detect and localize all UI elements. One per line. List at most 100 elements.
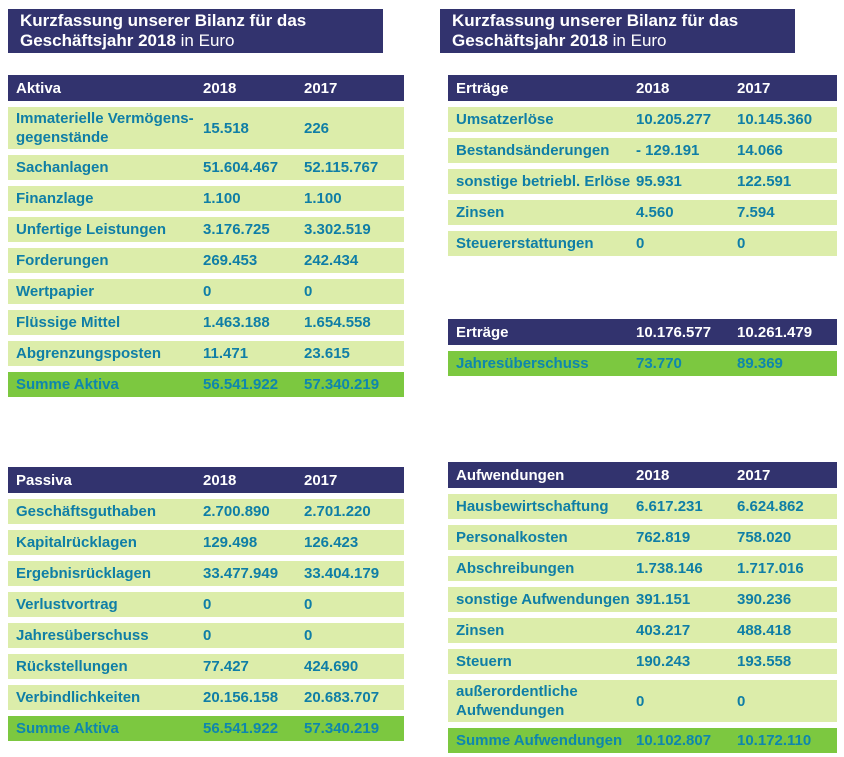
row-label: Unfertige Leistungen <box>16 221 167 238</box>
table-row: Forderungen 269.453 242.434 <box>8 248 404 273</box>
value-2018: 95.931 <box>636 173 682 190</box>
row-label: Bestandsänderungen <box>456 142 610 159</box>
value-2017: 1.717.016 <box>737 560 804 577</box>
row-label: Steuern <box>456 653 512 670</box>
value-2018: 15.518 <box>203 119 249 137</box>
value-2017: 89.369 <box>737 355 783 372</box>
passiva-table: Passiva 2018 2017 Geschäftsguthaben 2.70… <box>8 467 404 741</box>
value-2018: 73.770 <box>636 355 682 372</box>
value-2018: 762.819 <box>636 529 691 546</box>
value-2018: 0 <box>636 235 645 252</box>
table-row: Finanzlage 1.100 1.100 <box>8 186 404 211</box>
column-header-2017: 2017 <box>737 79 771 97</box>
table-row: Sachanlagen 51.604.467 52.115.767 <box>8 155 404 180</box>
table-row: Zinsen 4.560 7.594 <box>448 200 837 225</box>
title-line2: Geschäftsjahr 2018 in Euro <box>452 31 667 50</box>
row-label: Abschreibungen <box>456 560 575 577</box>
value-2018: 56.541.922 <box>203 720 279 737</box>
table-row: Abgrenzungsposten 11.471 23.615 <box>8 341 404 366</box>
column-header-2018: 2018 <box>203 471 237 489</box>
row-label: Forderungen <box>16 252 109 269</box>
value-2017: 33.404.179 <box>304 565 380 582</box>
row-label: sonstige betriebl. Erlöse <box>456 173 631 190</box>
row-label: Sachanlagen <box>16 159 109 176</box>
table-row: Steuern 190.243 193.558 <box>448 649 837 674</box>
value-2017: 10.261.479 <box>737 323 813 341</box>
row-label: Summe Aktiva <box>16 720 119 737</box>
table-row: Steuererstattungen 0 0 <box>448 231 837 256</box>
value-2018: 33.477.949 <box>203 565 279 582</box>
table-row: Flüssige Mittel 1.463.188 1.654.558 <box>8 310 404 335</box>
row-label: Kapitalrücklagen <box>16 534 137 551</box>
value-2018: 10.176.577 <box>636 323 712 341</box>
value-2017: 57.340.219 <box>304 376 380 393</box>
value-2018: 4.560 <box>636 204 674 221</box>
total-row: Summe Aktiva 56.541.922 57.340.219 <box>8 372 404 397</box>
value-2017: 57.340.219 <box>304 720 380 737</box>
table-row: Umsatzerlöse 10.205.277 10.145.360 <box>448 107 837 132</box>
value-2018: 391.151 <box>636 591 691 608</box>
value-2018: 3.176.725 <box>203 221 270 238</box>
row-label: Verlustvortrag <box>16 596 118 613</box>
value-2018: 1.738.146 <box>636 560 703 577</box>
value-2018: 0 <box>636 692 645 710</box>
value-2018: 0 <box>203 283 212 300</box>
row-label: Steuererstattungen <box>456 235 594 252</box>
title-banner-right: Kurzfassung unserer Bilanz für das Gesch… <box>440 9 795 53</box>
value-2018: 11.471 <box>203 345 249 362</box>
column-header-2017: 2017 <box>304 79 338 97</box>
value-2018: - 129.191 <box>636 142 700 159</box>
row-label: Rückstellungen <box>16 658 128 675</box>
value-2017: 0 <box>304 596 313 613</box>
table-row: Wertpapier 0 0 <box>8 279 404 304</box>
value-2018: 1.100 <box>203 190 241 207</box>
total-row: Jahresüberschuss 73.770 89.369 <box>448 351 837 376</box>
row-label: Personalkosten <box>456 529 568 546</box>
value-2018: 0 <box>203 596 212 613</box>
table-row: Bestandsänderungen - 129.191 14.066 <box>448 138 837 163</box>
value-2018: 2.700.890 <box>203 503 270 520</box>
value-2018: 56.541.922 <box>203 376 279 393</box>
right-column: Kurzfassung unserer Bilanz für das Gesch… <box>440 0 837 753</box>
value-2017: 226 <box>304 119 330 137</box>
value-2018: 10.205.277 <box>636 111 712 128</box>
aktiva-table: Aktiva 2018 2017 Immaterielle Vermögens-… <box>8 75 404 397</box>
value-2017: 6.624.862 <box>737 498 804 515</box>
value-2017: 390.236 <box>737 591 792 608</box>
row-label: Wertpapier <box>16 283 95 300</box>
value-2018: 51.604.467 <box>203 159 279 176</box>
value-2017: 758.020 <box>737 529 792 546</box>
value-2018: 1.463.188 <box>203 314 270 331</box>
row-label: Jahresüberschuss <box>456 355 589 372</box>
table-row: Kapitalrücklagen 129.498 126.423 <box>8 530 404 555</box>
row-label: Ergebnisrücklagen <box>16 565 152 582</box>
row-label: Geschäftsguthaben <box>16 503 157 520</box>
row-label: Abgrenzungsposten <box>16 345 161 362</box>
aktiva-table-header: Aktiva 2018 2017 <box>8 75 404 101</box>
value-2017: 7.594 <box>737 204 775 221</box>
row-label: Flüssige Mittel <box>16 314 121 331</box>
value-2018: 10.102.807 <box>636 732 712 749</box>
table-title: Passiva <box>16 471 72 489</box>
value-2017: 193.558 <box>737 653 792 670</box>
table-row: sonstige betriebl. Erlöse 95.931 122.591 <box>448 169 837 194</box>
value-2017: 2.701.220 <box>304 503 371 520</box>
value-2017: 14.066 <box>737 142 783 159</box>
value-2017: 0 <box>304 283 313 300</box>
passiva-table-header: Passiva 2018 2017 <box>8 467 404 493</box>
table-row: Personalkosten 762.819 758.020 <box>448 525 837 550</box>
ertraege-summary-table: Erträge 10.176.577 10.261.479 Jahresüber… <box>448 319 837 376</box>
table-row: außerordentliche Aufwendungen 0 0 <box>448 680 837 722</box>
column-header-2017: 2017 <box>304 471 338 489</box>
value-2018: 0 <box>203 627 212 644</box>
table-row: Verlustvortrag 0 0 <box>8 592 404 617</box>
value-2017: 122.591 <box>737 173 792 190</box>
column-header-2018: 2018 <box>636 79 670 97</box>
row-label: Zinsen <box>456 622 505 639</box>
table-row: Abschreibungen 1.738.146 1.717.016 <box>448 556 837 581</box>
row-label: außerordentliche Aufwendungen <box>456 683 578 719</box>
value-2018: 403.217 <box>636 622 691 639</box>
ertraege-table-header: Erträge 2018 2017 <box>448 75 837 101</box>
column-header-2017: 2017 <box>737 466 771 484</box>
aufwendungen-table-header: Aufwendungen 2018 2017 <box>448 462 837 488</box>
